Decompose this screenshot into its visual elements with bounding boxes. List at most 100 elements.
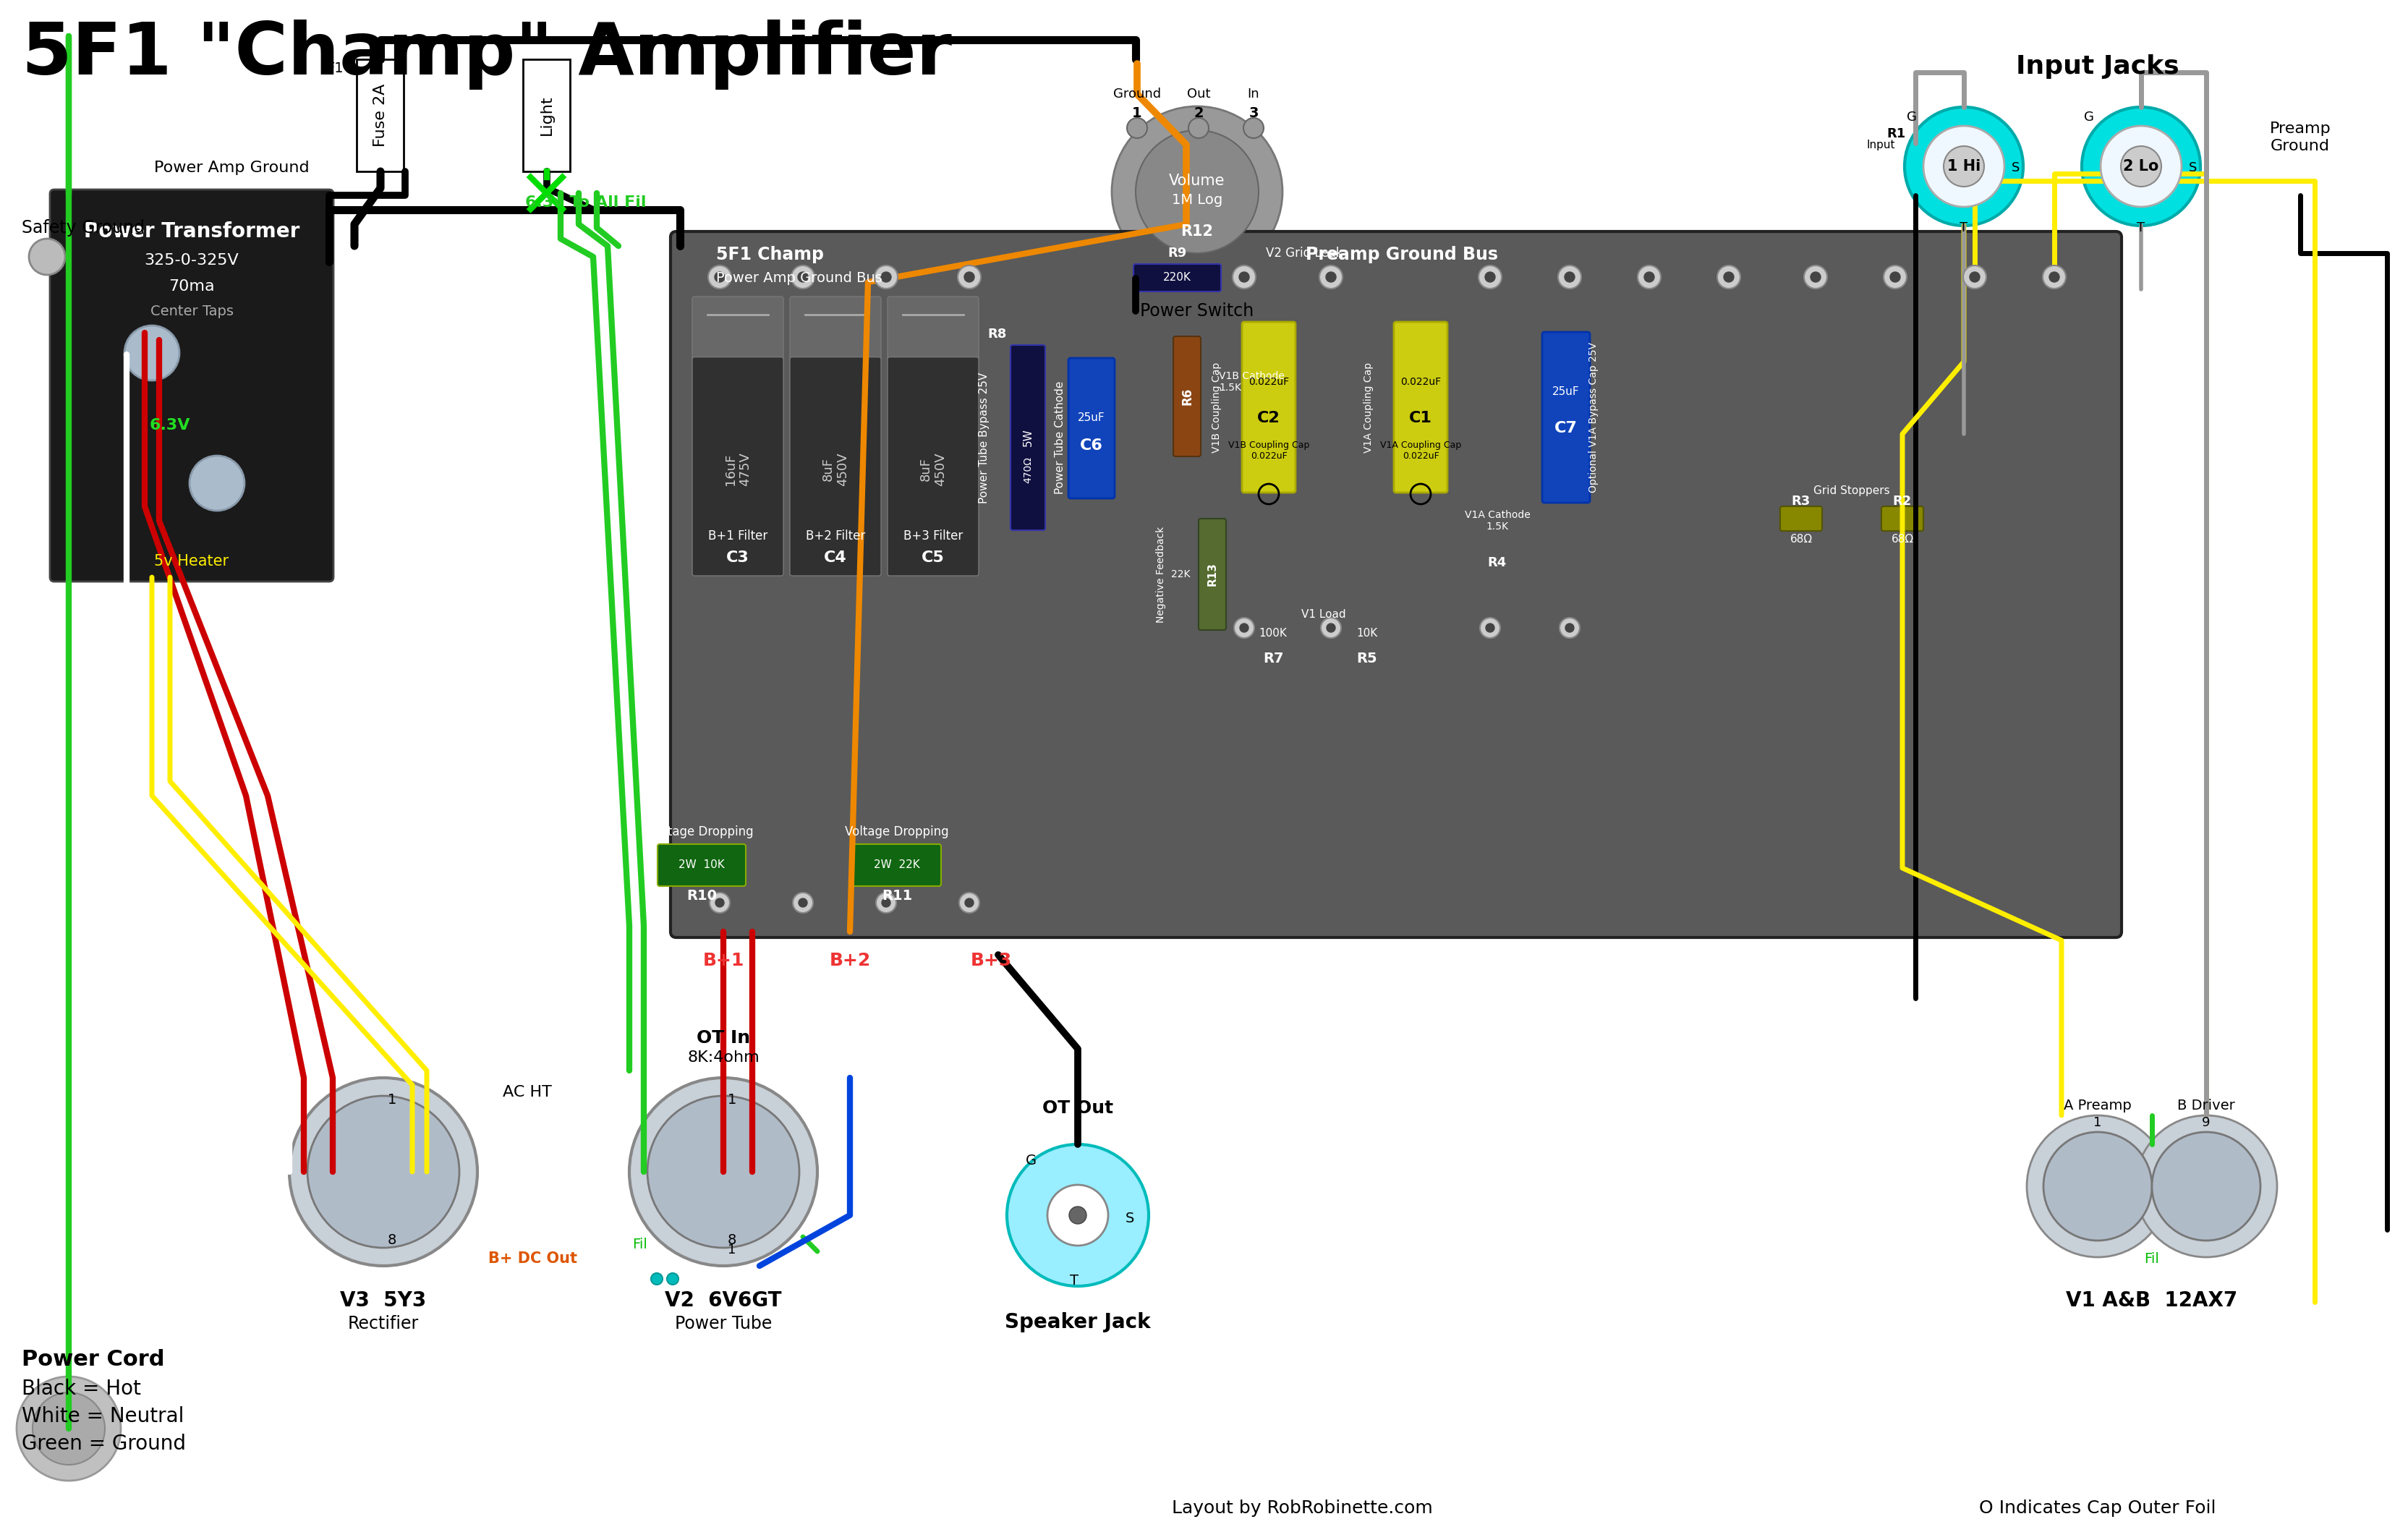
Circle shape: [628, 1078, 816, 1266]
Text: 1M Log: 1M Log: [1173, 194, 1223, 208]
FancyBboxPatch shape: [790, 297, 881, 362]
FancyBboxPatch shape: [1173, 336, 1202, 456]
Circle shape: [1943, 146, 1984, 186]
Bar: [356, 60, 405, 171]
Text: 0.022uF: 0.022uF: [1401, 377, 1440, 387]
Circle shape: [881, 898, 891, 907]
Text: OT In: OT In: [696, 1029, 751, 1047]
Text: Fil: Fil: [2146, 1252, 2160, 1266]
Circle shape: [2049, 273, 2059, 282]
Text: White = Neutral: White = Neutral: [22, 1406, 183, 1426]
Circle shape: [1890, 273, 1900, 282]
Circle shape: [792, 893, 814, 913]
Text: R11: R11: [881, 889, 913, 902]
Text: 8: 8: [388, 1234, 397, 1247]
Circle shape: [715, 898, 725, 907]
Circle shape: [958, 893, 980, 913]
Text: 2W  10K: 2W 10K: [679, 859, 725, 870]
Text: C4: C4: [824, 550, 848, 565]
Text: 470Ω: 470Ω: [1023, 457, 1033, 484]
Text: C6: C6: [1081, 439, 1103, 453]
Text: 25uF: 25uF: [1079, 413, 1105, 424]
Circle shape: [877, 893, 896, 913]
Text: R10: R10: [686, 889, 718, 902]
Text: In: In: [1247, 88, 1259, 100]
FancyBboxPatch shape: [790, 357, 881, 576]
Text: Input: Input: [1866, 139, 1895, 149]
Circle shape: [1963, 265, 1987, 288]
Text: 6.3V: 6.3V: [149, 417, 190, 433]
Text: 5W: 5W: [1023, 428, 1033, 447]
Circle shape: [2153, 1132, 2261, 1241]
Text: R13: R13: [1206, 562, 1218, 587]
Text: C2: C2: [1257, 411, 1281, 425]
Circle shape: [958, 265, 980, 288]
Text: 10K: 10K: [1356, 627, 1377, 639]
Text: Preamp
Ground: Preamp Ground: [2271, 122, 2331, 152]
Circle shape: [1240, 273, 1250, 282]
Circle shape: [799, 898, 807, 907]
FancyBboxPatch shape: [889, 297, 978, 362]
Text: 1: 1: [727, 1243, 737, 1257]
Circle shape: [1804, 265, 1828, 288]
FancyBboxPatch shape: [1394, 322, 1447, 493]
Circle shape: [1327, 273, 1336, 282]
Circle shape: [2042, 265, 2066, 288]
Text: OT Out: OT Out: [1043, 1100, 1112, 1117]
FancyBboxPatch shape: [691, 357, 783, 576]
Text: Out: Out: [1187, 88, 1211, 100]
Circle shape: [1320, 265, 1344, 288]
Text: 9: 9: [2201, 1116, 2211, 1129]
Text: 1 Hi: 1 Hi: [1948, 159, 1982, 174]
FancyBboxPatch shape: [1780, 507, 1823, 531]
Text: 100K: 100K: [1259, 627, 1288, 639]
Text: Voltage Dropping: Voltage Dropping: [845, 825, 949, 838]
Circle shape: [1112, 106, 1283, 277]
Text: V1A Coupling Cap
0.022uF: V1A Coupling Cap 0.022uF: [1380, 440, 1462, 460]
FancyBboxPatch shape: [1134, 263, 1221, 291]
Circle shape: [1137, 131, 1259, 253]
Text: V1B Cathode
1.5K: V1B Cathode 1.5K: [1218, 371, 1283, 393]
Text: 2 Lo: 2 Lo: [2124, 159, 2160, 174]
Text: 8K:4ohm: 8K:4ohm: [686, 1050, 759, 1064]
Circle shape: [1558, 265, 1582, 288]
Text: R4: R4: [1488, 556, 1507, 570]
FancyBboxPatch shape: [1914, 142, 1934, 197]
Circle shape: [1560, 618, 1580, 638]
Circle shape: [190, 456, 246, 511]
Text: AC HT: AC HT: [503, 1086, 551, 1100]
Text: B+2 Filter: B+2 Filter: [807, 530, 864, 542]
Text: Light: Light: [539, 95, 554, 136]
Circle shape: [1233, 265, 1255, 288]
Circle shape: [2136, 1115, 2278, 1257]
Text: O Indicates Cap Outer Foil: O Indicates Cap Outer Foil: [1979, 1500, 2215, 1517]
Circle shape: [2028, 1115, 2170, 1257]
Text: A Preamp: A Preamp: [2064, 1098, 2131, 1112]
Circle shape: [34, 1392, 106, 1465]
Circle shape: [1322, 618, 1341, 638]
Text: G: G: [1907, 111, 1917, 123]
Circle shape: [1565, 273, 1575, 282]
Text: V1B Coupling Cap
0.022uF: V1B Coupling Cap 0.022uF: [1228, 440, 1310, 460]
Circle shape: [1481, 618, 1500, 638]
Circle shape: [715, 273, 725, 282]
Text: 3: 3: [1250, 106, 1259, 120]
Text: 5F1 Champ: 5F1 Champ: [715, 246, 824, 263]
Text: S: S: [2011, 162, 2020, 174]
Circle shape: [1811, 273, 1820, 282]
Text: Power Cord: Power Cord: [22, 1349, 164, 1371]
FancyBboxPatch shape: [1199, 519, 1226, 630]
Circle shape: [1637, 265, 1662, 288]
Text: Ground: Ground: [1112, 88, 1161, 100]
FancyBboxPatch shape: [852, 844, 942, 885]
Circle shape: [650, 1274, 662, 1284]
Text: C3: C3: [727, 550, 749, 565]
Text: R3: R3: [1792, 494, 1811, 508]
Circle shape: [1883, 265, 1907, 288]
Text: Center Taps: Center Taps: [149, 305, 234, 317]
Text: V1A Cathode
1.5K: V1A Cathode 1.5K: [1464, 510, 1529, 531]
Text: G: G: [1026, 1153, 1035, 1167]
Circle shape: [2100, 126, 2182, 206]
Text: Fil: Fil: [633, 1237, 648, 1250]
Text: V2  6V6GT: V2 6V6GT: [665, 1291, 783, 1311]
